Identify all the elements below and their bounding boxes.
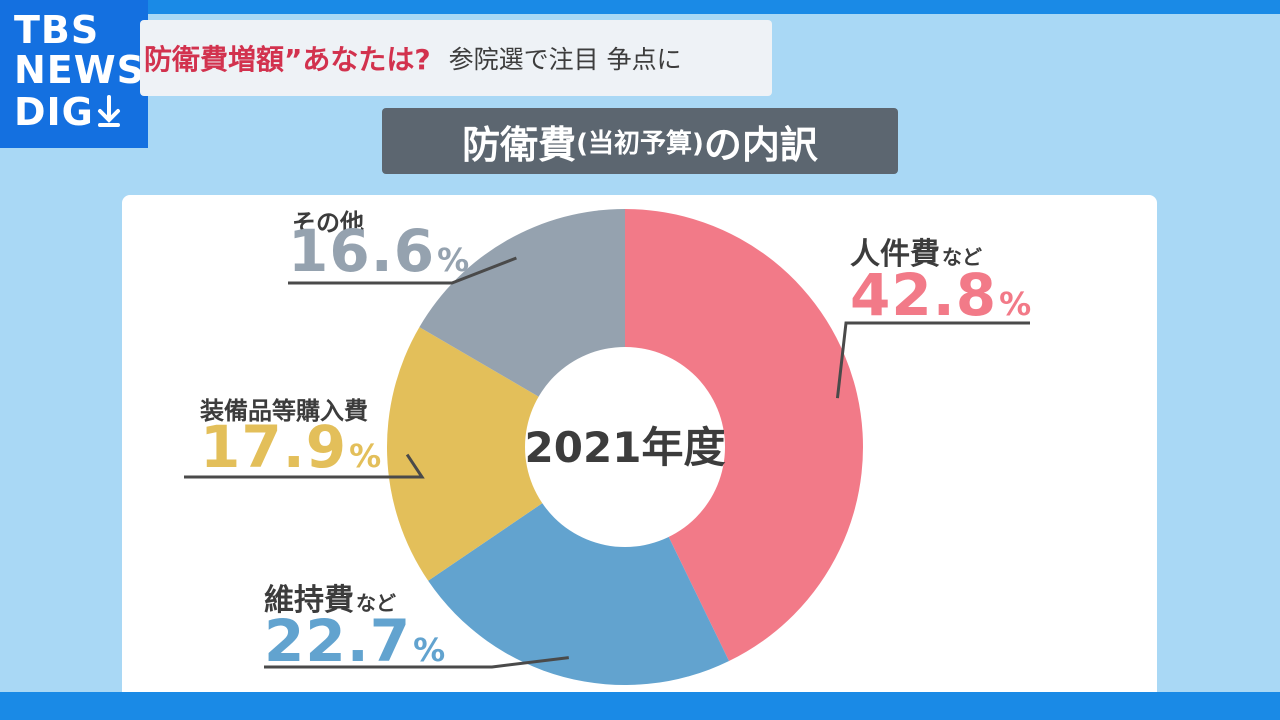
download-arrow-icon [97,95,120,127]
top-accent-bar [0,0,1280,14]
title-paren: (当初予算) [576,128,704,159]
chart-panel: 2021年度 人件費 など 42.8% 維持費 など 22.7% 装備品等購入費 1… [122,195,1157,705]
title-tail: の内訳 [703,122,818,167]
slice-equipment [386,327,625,581]
logo-line-3: DIG [14,92,122,132]
logo-line-1: TBS [14,8,100,52]
leader-line-other [288,256,517,285]
donut-hole [525,347,725,547]
donut-chart: 2021年度 [184,209,1030,685]
slice-label-personnel: 人件費 など [850,237,982,272]
slice-value-personnel: 42.8% [850,261,1033,329]
slice-label-maintenance: 維持費 など [264,583,396,618]
headline-text: 参院選で注目 争点に [448,45,682,74]
logo-line-2: NEWS [14,48,146,92]
slice-personnel [625,209,863,662]
slice-value-other: 16.6% [288,217,471,285]
leader-line-personnel [835,321,1030,399]
leader-line-equipment [184,453,425,479]
title-main: 防衛費 [462,122,577,167]
leader-line-maintenance [264,656,569,669]
slice-label-other: その他 [292,209,364,237]
slice-value-maintenance: 22.7% [264,607,447,675]
bottom-accent-bar [0,692,1280,720]
chart-title: 防衛費 (当初予算) の内訳 [382,108,898,174]
tbs-news-dig-logo: TBS NEWS DIG [0,0,148,148]
slice-value-equipment: 17.9% [200,413,383,481]
headline-banner: 防衛費増額”あなたは? 参院選で注目 争点に [140,20,772,96]
headline-emphasis: 防衛費増額”あなたは? [144,43,431,76]
center-label: 2021年度 [525,423,726,472]
slice-label-equipment: 装備品等購入費 [200,397,368,425]
